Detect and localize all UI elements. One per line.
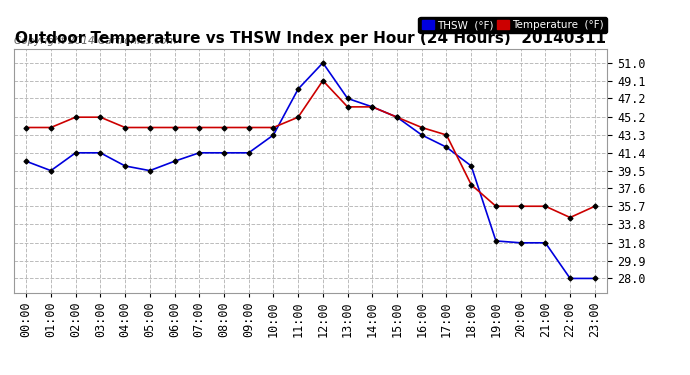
Text: Copyright 2014 Cartronics.com: Copyright 2014 Cartronics.com <box>14 36 177 46</box>
Legend: THSW  (°F), Temperature  (°F): THSW (°F), Temperature (°F) <box>418 17 607 33</box>
Title: Outdoor Temperature vs THSW Index per Hour (24 Hours)  20140311: Outdoor Temperature vs THSW Index per Ho… <box>15 31 606 46</box>
